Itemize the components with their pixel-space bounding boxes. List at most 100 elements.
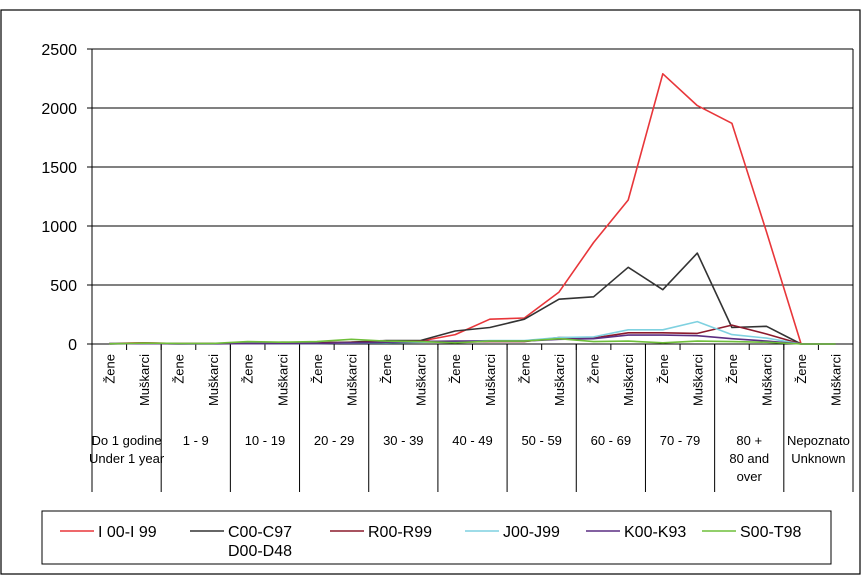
data-point <box>765 230 769 234</box>
data-point <box>592 295 596 299</box>
x-sub-label: Muškarci <box>344 354 359 406</box>
data-point <box>522 317 526 321</box>
x-sub-label: Žene <box>656 354 671 384</box>
data-point <box>765 324 769 328</box>
legend-label: J00-J99 <box>503 524 560 541</box>
data-point <box>730 121 734 125</box>
x-group-label: 80 and <box>729 451 769 466</box>
data-point <box>557 290 561 294</box>
x-sub-label: Žene <box>517 354 532 384</box>
x-sub-label: Žene <box>379 354 394 384</box>
x-sub-label: Žene <box>102 354 117 384</box>
x-group-label: 70 - 79 <box>660 433 700 448</box>
x-sub-label: Žene <box>587 354 602 384</box>
y-tick-label: 500 <box>50 278 77 295</box>
x-group-label: 40 - 49 <box>452 433 492 448</box>
legend-label: C00-C97 D00-D48 <box>228 524 292 560</box>
data-point <box>661 72 665 76</box>
x-group-label: 50 - 59 <box>521 433 561 448</box>
data-point <box>453 333 457 337</box>
legend-label: K00-K93 <box>624 524 686 541</box>
data-point <box>695 320 699 324</box>
x-sub-label: Muškarci <box>137 354 152 406</box>
data-point <box>453 341 457 345</box>
x-group-label: 60 - 69 <box>591 433 631 448</box>
series-line <box>109 337 836 345</box>
data-point <box>522 339 526 343</box>
data-point <box>626 328 630 332</box>
data-point <box>799 342 803 346</box>
data-point <box>661 288 665 292</box>
x-sub-label: Žene <box>310 354 325 384</box>
data-point <box>488 339 492 343</box>
x-sub-label: Muškarci <box>760 354 775 406</box>
data-point <box>834 342 838 346</box>
x-group-label: over <box>737 469 763 484</box>
data-point <box>315 340 319 344</box>
x-group-label: 30 - 39 <box>383 433 423 448</box>
y-tick-label: 2000 <box>41 101 77 118</box>
x-sub-label: Muškarci <box>829 354 844 406</box>
x-sub-label: Žene <box>794 354 809 384</box>
data-point <box>349 337 353 341</box>
legend-label: I 00-I 99 <box>98 524 157 541</box>
data-point <box>695 251 699 255</box>
data-point <box>730 323 734 327</box>
data-point <box>592 340 596 344</box>
x-group-label: Nepoznato <box>787 433 850 448</box>
data-point <box>592 241 596 245</box>
series-line <box>109 334 836 345</box>
x-sub-label: Muškarci <box>690 354 705 406</box>
y-tick-label: 1500 <box>41 160 77 177</box>
data-point <box>453 329 457 333</box>
data-point <box>626 333 630 337</box>
legend: I 00-I 99 C00-C97 D00-D48 R00-R99 J00-J99 K00… <box>60 524 801 560</box>
data-point <box>211 341 215 345</box>
y-axis: 0 500 1000 1500 2000 2500 <box>41 42 854 354</box>
data-point <box>626 198 630 202</box>
x-sub-label: Muškarci <box>206 354 221 406</box>
data-point <box>695 339 699 343</box>
series-lines <box>107 72 838 346</box>
x-sub-label: Žene <box>241 354 256 384</box>
data-point <box>557 337 561 341</box>
data-point <box>349 341 353 345</box>
chart-border <box>0 9 861 575</box>
data-point <box>765 332 769 336</box>
data-point <box>176 341 180 345</box>
data-point <box>280 340 284 344</box>
data-point <box>661 328 665 332</box>
x-axis: Žene Muškarci Žene Muškarci Žene Muškarci Žene… <box>89 343 854 492</box>
data-point <box>107 342 111 346</box>
data-point <box>419 340 423 344</box>
data-point <box>626 265 630 269</box>
x-sub-label: Muškarci <box>414 354 429 406</box>
data-point <box>246 340 250 344</box>
x-sub-label: Žene <box>448 354 463 384</box>
data-point <box>730 340 734 344</box>
x-sub-label: Muškarci <box>621 354 636 406</box>
x-group-label: Unknown <box>791 451 845 466</box>
x-group-label: Do 1 godine <box>92 433 162 448</box>
legend-box <box>41 510 832 565</box>
data-point <box>661 333 665 337</box>
x-sub-label: Muškarci <box>552 354 567 406</box>
data-point <box>730 333 734 337</box>
legend-label-line: C00-C97 <box>228 524 292 541</box>
x-group-label: 80 + <box>736 433 762 448</box>
x-group-label: 1 - 9 <box>183 433 209 448</box>
data-point <box>488 317 492 321</box>
y-tick-label: 2500 <box>41 42 77 59</box>
legend-label-line: D00-D48 <box>228 543 292 560</box>
data-point <box>661 341 665 345</box>
y-tick-label: 1000 <box>41 219 77 236</box>
x-group-label: 20 - 29 <box>314 433 354 448</box>
data-point <box>695 334 699 338</box>
y-tick-label: 0 <box>68 337 77 354</box>
legend-label: S00-T98 <box>740 524 801 541</box>
data-point <box>142 341 146 345</box>
x-sub-label: Muškarci <box>483 354 498 406</box>
legend-label: R00-R99 <box>368 524 432 541</box>
x-group-label: Under 1 year <box>89 451 165 466</box>
